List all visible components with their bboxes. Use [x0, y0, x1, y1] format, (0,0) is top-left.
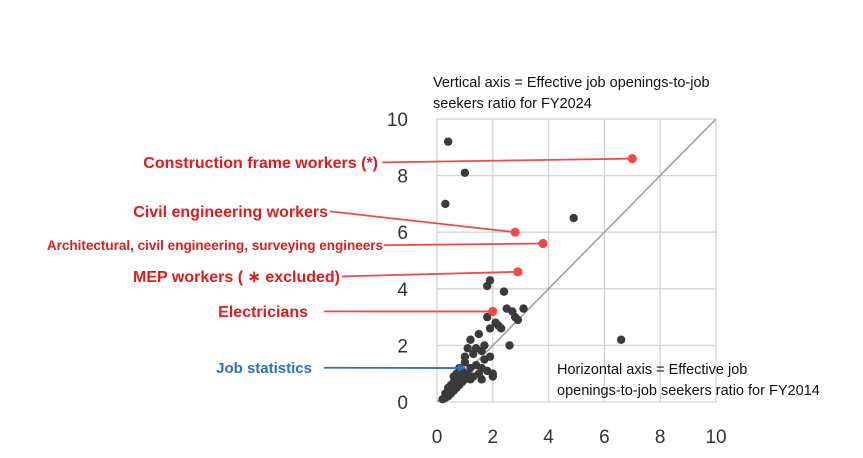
- callout-label: Electricians: [218, 304, 308, 321]
- data-point: [463, 344, 472, 353]
- data-point: [483, 312, 492, 322]
- callouts: Construction frame workers (*) Civil engi…: [47, 154, 637, 377]
- y-tick-label: 6: [397, 223, 408, 244]
- callout-leader-line: [341, 270, 518, 278]
- data-point: [469, 349, 478, 359]
- diagonal-reference-line: [436, 118, 717, 403]
- data-point: [477, 375, 486, 384]
- highlight-point: [488, 306, 498, 317]
- data-point: [441, 199, 450, 209]
- data-point: [466, 335, 475, 344]
- callout-label: Civil engineering workers: [133, 204, 328, 221]
- y-axis-label-line-2: seekers ratio for FY2024: [433, 96, 592, 112]
- data-point: [494, 321, 503, 330]
- data-point: [460, 352, 470, 361]
- data-point: [569, 213, 578, 223]
- data-point: [485, 352, 495, 361]
- x-tick-label: 0: [432, 427, 443, 448]
- x-tick-labels: 0 2 4 6 8 10: [432, 427, 727, 448]
- data-point: [474, 329, 484, 339]
- x-tick-label: 8: [655, 427, 666, 448]
- callout-leader-line: [329, 210, 516, 234]
- data-point: [449, 372, 458, 381]
- y-tick-label: 4: [397, 280, 408, 301]
- callout-leader-line: [381, 157, 633, 164]
- y-tick-label: 8: [397, 167, 408, 188]
- x-axis-label-line-1: Horizontal axis = Effective job: [557, 362, 747, 378]
- callout-arrowhead: [457, 364, 466, 373]
- data-point: [466, 375, 475, 384]
- y-tick-labels: 0 2 4 6 8 10: [387, 110, 409, 414]
- callout-label: MEP workers ( ∗ excluded): [133, 269, 340, 286]
- data-point: [485, 276, 495, 285]
- data-point: [616, 335, 626, 344]
- highlight-point: [513, 267, 523, 277]
- data-point: [505, 341, 514, 350]
- x-axis-label-line-2: openings-to-job seekers ratio for FY2014: [557, 383, 820, 399]
- callout-label: Architectural, civil engineering, survey…: [47, 238, 383, 253]
- callout-label: Construction frame workers (*): [143, 155, 378, 172]
- x-tick-label: 4: [543, 427, 554, 448]
- data-point: [460, 168, 470, 177]
- x-tick-label: 2: [488, 427, 499, 448]
- y-tick-label: 2: [397, 336, 408, 357]
- data-point: [443, 137, 453, 146]
- data-point: [519, 304, 528, 313]
- x-tick-label: 6: [599, 427, 610, 448]
- y-axis-label-line-1: Vertical axis = Effective job openings-t…: [433, 75, 710, 91]
- highlight-point: [627, 154, 637, 164]
- data-point: [488, 372, 497, 381]
- data-point: [513, 315, 523, 325]
- callout-leader-line: [383, 242, 544, 247]
- data-points: [438, 137, 626, 404]
- data-point: [485, 324, 495, 333]
- data-point: [499, 287, 509, 296]
- y-tick-label: 10: [387, 110, 408, 131]
- x-tick-label: 10: [705, 427, 726, 448]
- highlight-point: [510, 227, 520, 237]
- callout-label: Job statistics: [216, 360, 312, 377]
- highlight-point: [538, 238, 548, 249]
- grid: [436, 118, 717, 403]
- y-tick-label: 0: [397, 393, 408, 414]
- data-point: [441, 393, 450, 402]
